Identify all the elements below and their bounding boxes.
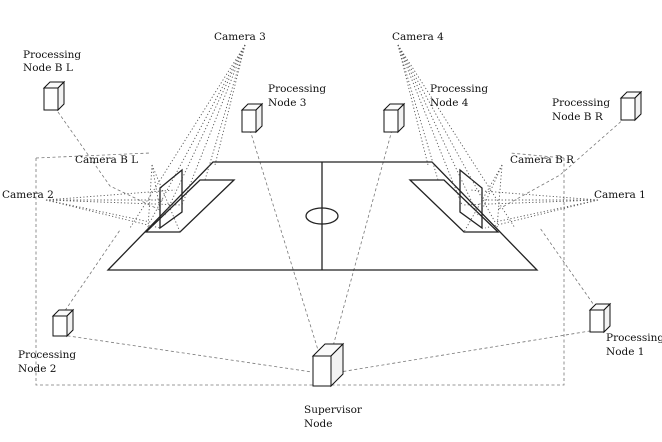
link-nodebr-camerabr — [496, 117, 626, 211]
link-node2-field — [61, 229, 121, 316]
node-4-box — [382, 102, 406, 134]
right-goal — [459, 168, 483, 230]
field-outline — [106, 161, 539, 271]
left-penalty-box — [144, 179, 236, 233]
camera-br-rays — [463, 164, 503, 233]
link-nodebl-camerabl — [57, 111, 161, 211]
link-node4-supervisor — [331, 129, 393, 351]
node-links — [57, 111, 626, 373]
camera-2-rays — [45, 189, 183, 229]
right-penalty-box — [408, 179, 500, 233]
camera-br-label: Camera B R — [510, 154, 575, 166]
camera-1-label: Camera 1 — [594, 189, 646, 201]
camera-bl-rays — [147, 164, 181, 233]
link-node1-field — [539, 227, 597, 309]
camera-bl-label: Camera B L — [75, 154, 138, 166]
camera-4-rays — [397, 44, 516, 229]
camera-1-rays — [461, 189, 599, 229]
link-node1-supervisor — [339, 329, 597, 373]
node-3-label: Processing Node 3 — [268, 83, 329, 109]
supervisor-label: Supervisor Node — [304, 404, 365, 430]
node-3-box — [240, 102, 264, 134]
camera-3-label: Camera 3 — [214, 31, 266, 43]
centre-circle — [305, 207, 339, 225]
camera-2-label: Camera 2 — [2, 189, 54, 201]
node-br-label: Processing Node B R — [552, 97, 613, 123]
network-boundary — [35, 152, 565, 386]
node-br-box — [619, 90, 643, 122]
supervisor-box — [311, 342, 345, 388]
link-node2-supervisor — [61, 334, 313, 373]
camera-4-label: Camera 4 — [392, 31, 444, 43]
camera-3-rays — [129, 44, 246, 229]
node-bl-box — [42, 80, 66, 112]
node-2-box — [51, 308, 75, 338]
soccer-field — [106, 161, 539, 271]
node-1-box — [588, 302, 612, 334]
node-4-label: Processing Node 4 — [430, 83, 491, 109]
node-2-label: Processing Node 2 — [18, 349, 79, 375]
link-node3-supervisor — [249, 129, 319, 351]
node-1-label: Processing Node 1 — [606, 332, 662, 358]
node-bl-label: Processing Node B L — [23, 49, 84, 74]
left-goal — [159, 168, 183, 230]
